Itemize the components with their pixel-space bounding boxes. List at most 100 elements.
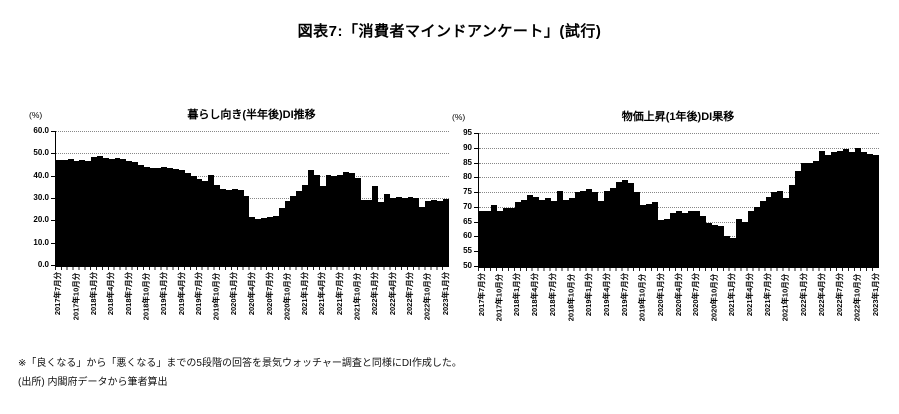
y-axis-label: 10.0: [33, 237, 49, 247]
bar: [729, 237, 736, 266]
plot-area: [478, 133, 879, 268]
y-axis-label: 65: [463, 216, 472, 226]
bar: [220, 189, 226, 265]
y-axis-tick: [474, 221, 478, 223]
bar: [114, 157, 121, 265]
bar: [261, 218, 267, 265]
bar: [795, 171, 802, 266]
x-axis-label: 2023年1月分: [440, 271, 450, 316]
bar: [622, 180, 629, 266]
bar: [580, 190, 587, 266]
x-axis-label: 2019年7月分: [619, 272, 629, 317]
bar: [681, 212, 688, 266]
gridline: [479, 206, 879, 208]
bar: [173, 168, 180, 265]
y-axis-tick: [51, 265, 55, 266]
bar: [496, 211, 503, 266]
bar: [407, 196, 414, 265]
gridline: [56, 131, 449, 132]
bar: [61, 160, 68, 265]
x-axis-label: 2017年10月分: [70, 272, 80, 320]
bar: [502, 208, 509, 266]
bar: [675, 211, 682, 266]
bar: [126, 161, 133, 265]
y-axis-tick: [474, 251, 478, 253]
x-axis-label: 2019年1月分: [584, 272, 594, 317]
bar: [610, 187, 617, 266]
gridline: [56, 175, 449, 177]
bar: [331, 175, 338, 265]
bar: [138, 164, 144, 265]
x-axis-label: 2020年10月分: [709, 273, 719, 321]
bar: [278, 208, 285, 265]
x-axis-label: 2017年7月分: [53, 271, 63, 316]
bar: [190, 175, 197, 265]
bar: [214, 184, 221, 265]
y-axis-tick: [474, 206, 478, 208]
bar: [544, 198, 551, 266]
x-axis-label: 2019年10月分: [637, 273, 647, 321]
bar: [699, 215, 706, 266]
bar: [307, 170, 314, 265]
x-axis-label: 2019年4月分: [176, 271, 186, 316]
bar: [526, 195, 533, 266]
y-axis-label: 40.0: [33, 170, 49, 180]
bar: [634, 192, 641, 266]
bar: [67, 158, 74, 265]
bar: [747, 211, 754, 266]
bar: [532, 196, 539, 266]
bar: [640, 205, 647, 266]
y-axis-label: 60.0: [33, 126, 49, 135]
bar: [395, 196, 402, 265]
gridline: [479, 162, 879, 164]
bar: [149, 167, 156, 265]
x-axis-label: 2018年7月分: [123, 271, 133, 316]
bar: [413, 198, 420, 265]
y-axis-tick: [51, 153, 55, 155]
bar: [255, 219, 262, 265]
bar: [849, 152, 856, 266]
bar: [161, 166, 168, 265]
bar: [85, 161, 92, 265]
x-axis-label: 2020年4月分: [247, 271, 257, 316]
bar: [801, 162, 808, 266]
x-axis-label: 2021年10月分: [352, 272, 362, 320]
x-axis-label: 2022年10月分: [422, 272, 432, 320]
y-axis-tick: [474, 266, 478, 267]
bar: [705, 223, 712, 266]
bar: [872, 155, 879, 266]
y-unit-label: (%): [452, 112, 466, 122]
bar: [520, 199, 527, 266]
bar: [132, 162, 139, 265]
y-axis-tick: [474, 133, 478, 134]
bar: [73, 161, 80, 265]
x-axis-label: 2020年7月分: [264, 271, 274, 316]
gridline: [479, 147, 879, 149]
y-axis-tick: [474, 177, 478, 179]
chart-title: 物価上昇(1年後)DI果移: [621, 111, 735, 123]
bar: [568, 198, 575, 266]
bar: [91, 156, 98, 265]
bar: [711, 224, 718, 266]
bar: [783, 198, 790, 266]
bar: [807, 162, 814, 266]
bar: [693, 211, 700, 266]
bar: [777, 190, 784, 266]
bar: [167, 167, 174, 265]
bar: [765, 196, 772, 266]
page-title: 図表7:「消費者マインドアンケート」(試行): [297, 23, 602, 40]
y-axis-label: 30.0: [33, 193, 49, 202]
bar: [237, 190, 244, 265]
x-axis-label: 2019年4月分: [602, 272, 612, 317]
y-axis-label: 85: [463, 157, 472, 167]
x-axis-label: 2021年10月分: [780, 273, 790, 321]
gridline: [56, 198, 449, 199]
x-axis-label: 2018年1月分: [88, 271, 98, 316]
bar: [646, 203, 653, 266]
bar: [436, 201, 443, 265]
x-axis-label: 2021年4月分: [745, 272, 755, 317]
bar: [431, 200, 437, 265]
y-axis-label: 70: [463, 201, 472, 211]
bar: [366, 200, 373, 265]
bar: [272, 215, 279, 265]
